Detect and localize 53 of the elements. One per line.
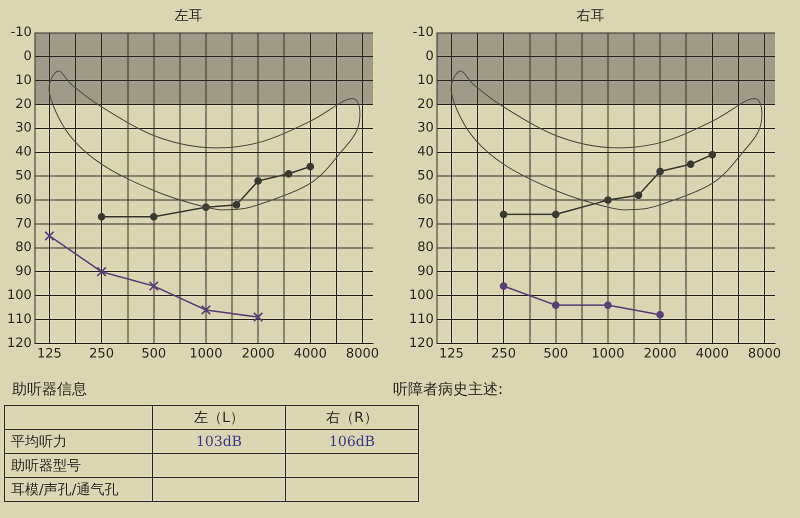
text: 听障者病史主述: [392,380,504,399]
y-tick-label: 0 [24,49,32,64]
text: 左（L） [152,406,286,430]
y-tick-label: 10 [15,72,32,88]
x-tick-label: 500 [141,346,166,362]
y-tick-label: 20 [417,96,434,112]
y-tick-label: -10 [412,25,434,40]
y-tick-label: 110 [408,312,434,327]
y-tick-label: 30 [15,120,32,136]
y-tick-label: 70 [417,216,434,232]
y-tick-label: 40 [15,144,32,160]
y-tick-label: 50 [15,168,32,184]
x-tick-label: 4000 [294,346,327,362]
y-tick-label: 80 [417,240,434,256]
y-tick-label: 90 [417,264,434,280]
x-tick-label: 2000 [644,346,677,362]
x-tick-label: 1000 [189,346,222,362]
y-tick-label: 100 [6,288,32,303]
x-tick-label: 1000 [591,346,624,362]
y-tick-label: 40 [417,144,434,160]
x-tick-label: 250 [89,346,114,362]
y-tick-label: 110 [6,312,32,327]
y-tick-label: 60 [417,192,434,208]
y-tick-label: 120 [408,336,434,351]
y-tick-label: 120 [6,336,32,351]
x-tick-label: 125 [36,346,62,362]
y-tick-label: 50 [417,168,434,184]
text: 助听器信息 [12,380,87,398]
text: 耳模/声孔/通气孔 [4,478,152,502]
x-tick-label: 500 [543,346,568,362]
y-tick-label: -10 [10,25,32,40]
x-tick-label: 8000 [748,346,782,362]
y-tick-label: 10 [417,72,434,88]
y-tick-label: 80 [15,240,32,256]
x-tick-label: 250 [491,346,516,362]
y-tick-label: 20 [15,96,32,112]
x-tick-label: 2000 [242,346,275,362]
y-tick-label: 90 [15,264,32,280]
chart-title: 左耳 [174,8,202,24]
y-tick-label: 0 [426,49,434,64]
y-tick-label: 70 [15,216,32,232]
text: 106dB [286,430,418,454]
y-tick-label: 30 [417,120,434,136]
x-tick-label: 4000 [696,346,729,362]
text: 助听器型号 [4,454,152,478]
text: 103dB [152,430,286,454]
chart-title: 右耳 [576,8,604,24]
x-tick-label: 125 [438,346,464,362]
y-tick-label: 100 [408,288,434,303]
text: 右（R） [286,406,418,430]
text: 平均听力 [4,430,152,454]
y-tick-label: 60 [15,192,32,208]
x-tick-label: 8000 [346,346,380,362]
